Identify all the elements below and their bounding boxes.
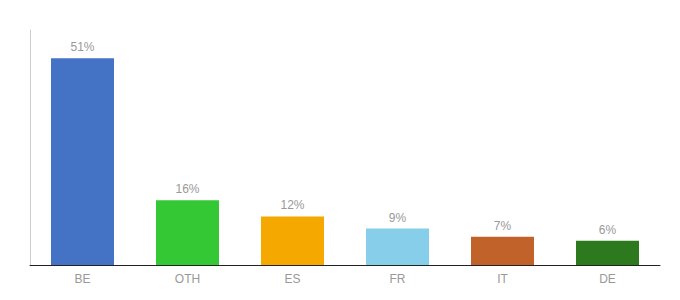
svg-text:DE: DE bbox=[599, 272, 616, 286]
svg-text:ES: ES bbox=[284, 272, 300, 286]
svg-text:16%: 16% bbox=[175, 182, 199, 196]
svg-text:9%: 9% bbox=[389, 211, 407, 225]
svg-text:IT: IT bbox=[497, 272, 508, 286]
svg-text:6%: 6% bbox=[599, 223, 617, 237]
svg-text:OTH: OTH bbox=[175, 272, 200, 286]
svg-text:51%: 51% bbox=[70, 40, 94, 54]
svg-text:12%: 12% bbox=[280, 198, 304, 212]
svg-text:7%: 7% bbox=[494, 219, 512, 233]
svg-text:BE: BE bbox=[74, 272, 90, 286]
svg-text:FR: FR bbox=[390, 272, 406, 286]
